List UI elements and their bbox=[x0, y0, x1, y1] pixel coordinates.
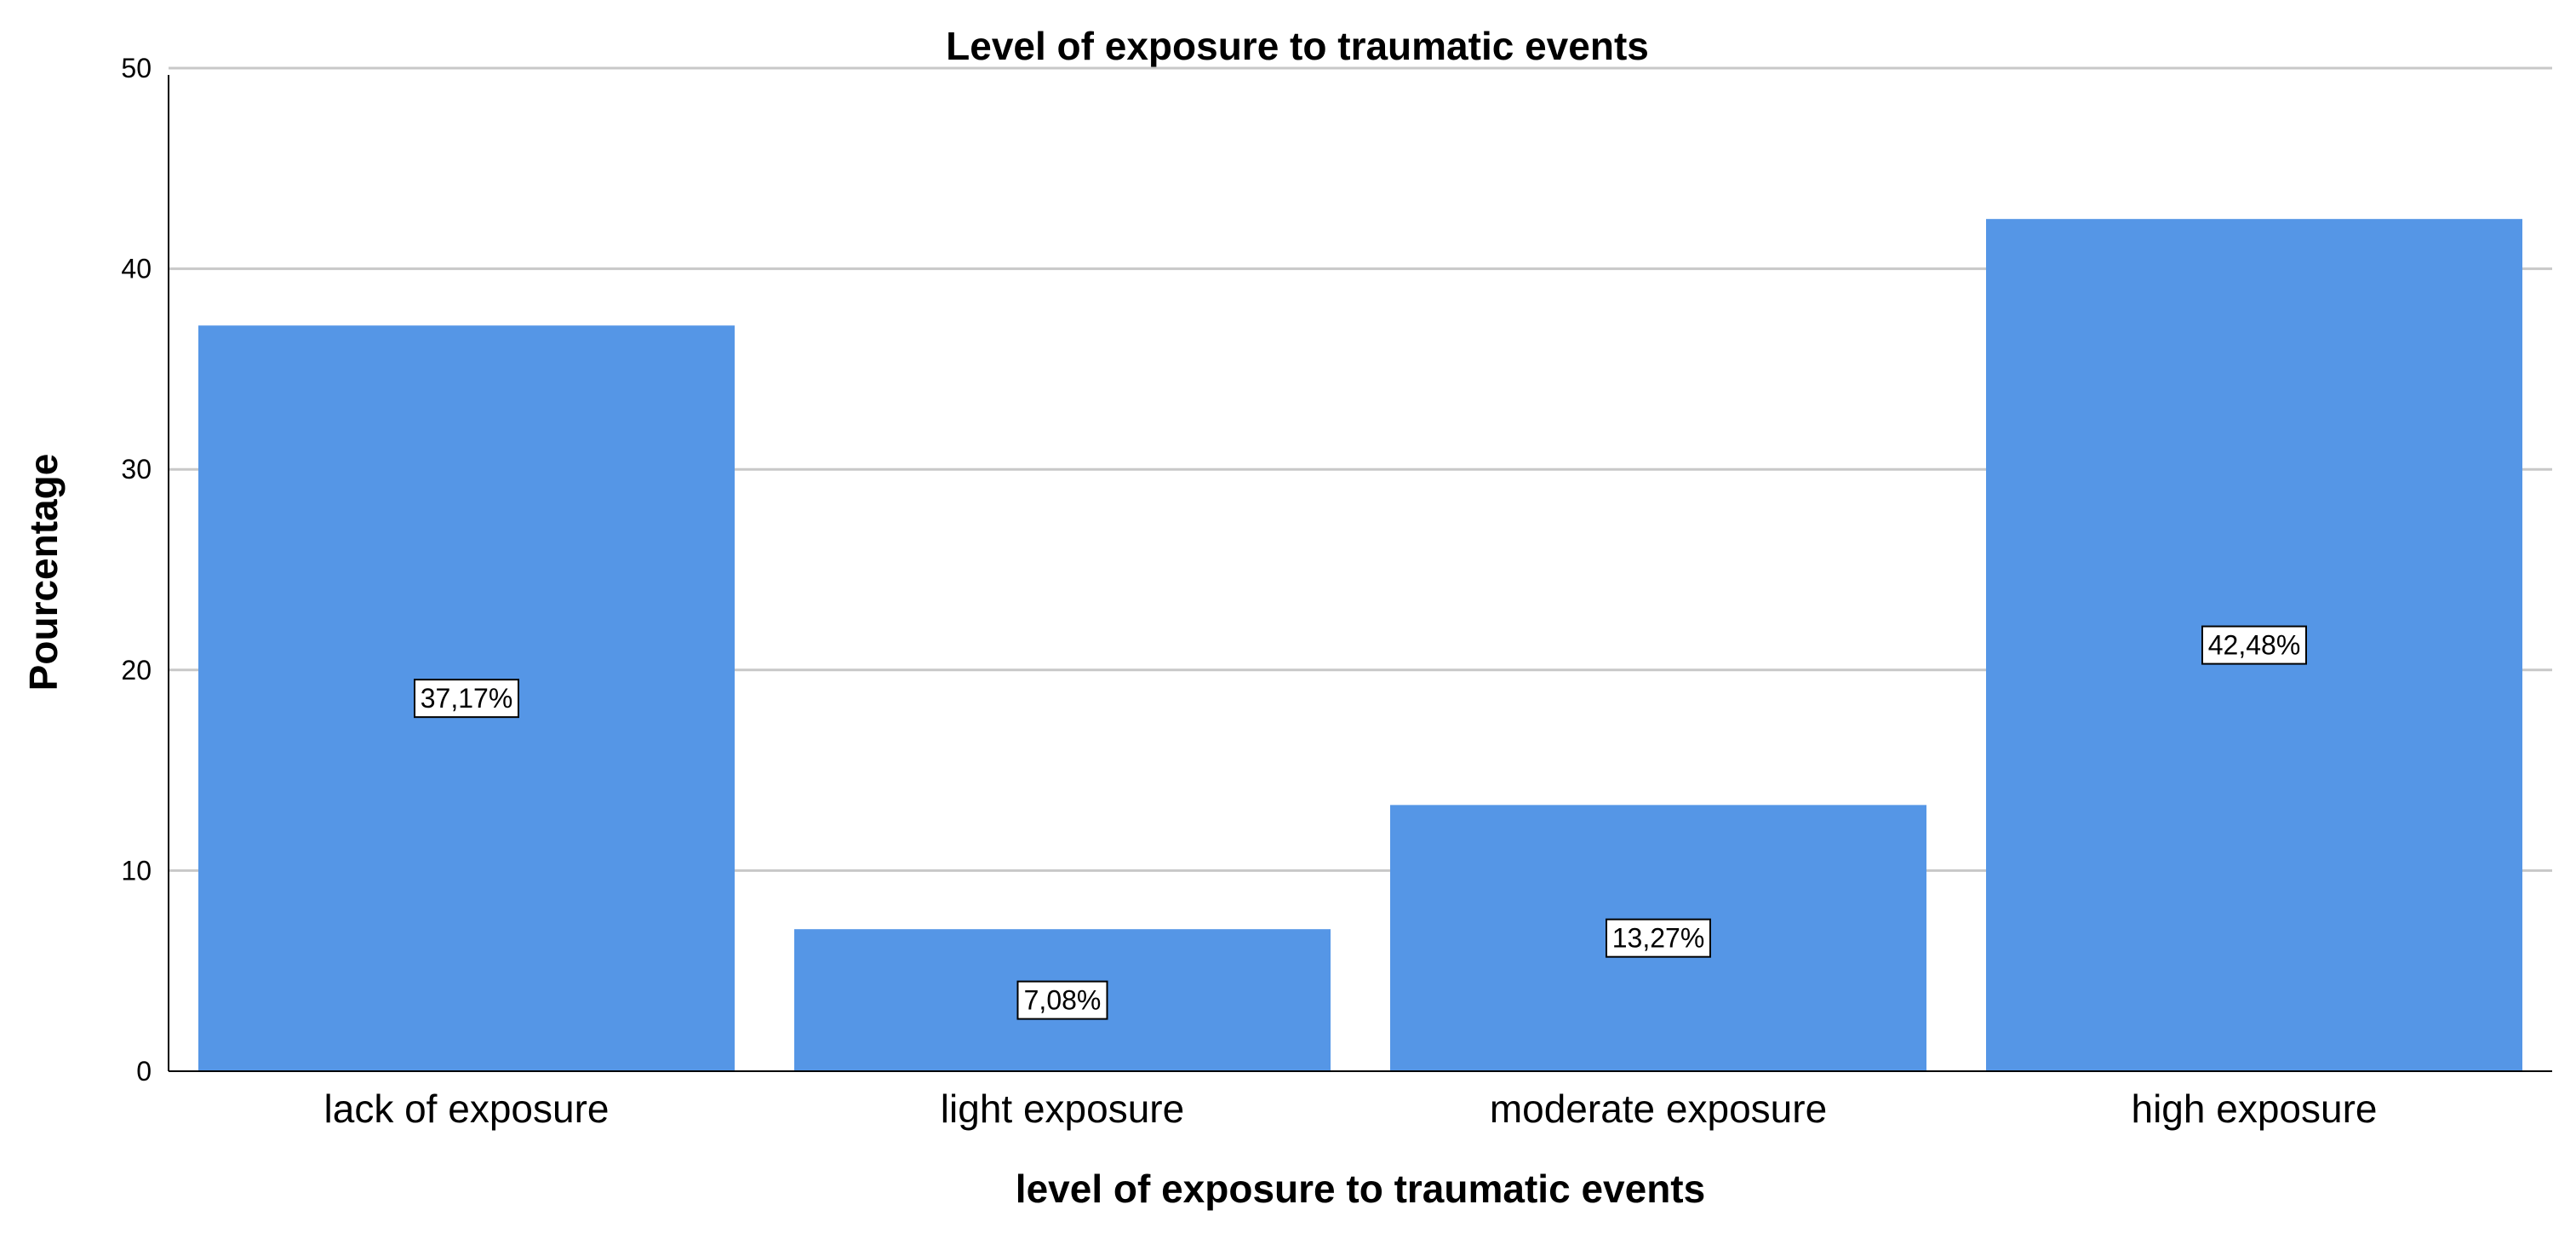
y-tick-label: 50 bbox=[121, 53, 152, 83]
y-tick-label: 30 bbox=[121, 454, 152, 485]
y-tick-label: 10 bbox=[121, 855, 152, 886]
data-label: 37,17% bbox=[421, 683, 513, 714]
data-label: 42,48% bbox=[2208, 630, 2301, 661]
x-axis-title: level of exposure to traumatic events bbox=[1016, 1167, 1705, 1211]
data-label-box bbox=[1606, 918, 1711, 958]
data-label-box bbox=[1016, 980, 1108, 1020]
x-tick-labels: lack of exposure light exposure moderate e… bbox=[324, 1087, 2378, 1131]
y-tick-label: 20 bbox=[121, 655, 152, 685]
y-tick-labels: 0 10 20 30 40 50 bbox=[121, 53, 152, 1087]
y-tick-label: 0 bbox=[136, 1056, 152, 1087]
chart-title: Level of exposure to traumatic events bbox=[946, 24, 1649, 68]
data-label: 7,08% bbox=[1024, 985, 1102, 1016]
data-label: 13,27% bbox=[1612, 923, 1705, 954]
x-tick-label: lack of exposure bbox=[324, 1087, 610, 1131]
data-labels: 37,17% 7,08% 13,27% 42,48% bbox=[414, 625, 2307, 1020]
bars bbox=[198, 219, 2522, 1072]
x-tick-label: high exposure bbox=[2132, 1087, 2378, 1131]
x-tick-label: moderate exposure bbox=[1490, 1087, 1827, 1131]
y-tick-label: 40 bbox=[121, 254, 152, 284]
data-label-box bbox=[2201, 625, 2307, 665]
y-axis-title: Pourcentage bbox=[21, 454, 66, 691]
x-tick-label: light exposure bbox=[941, 1087, 1184, 1131]
data-label-box bbox=[414, 679, 519, 719]
